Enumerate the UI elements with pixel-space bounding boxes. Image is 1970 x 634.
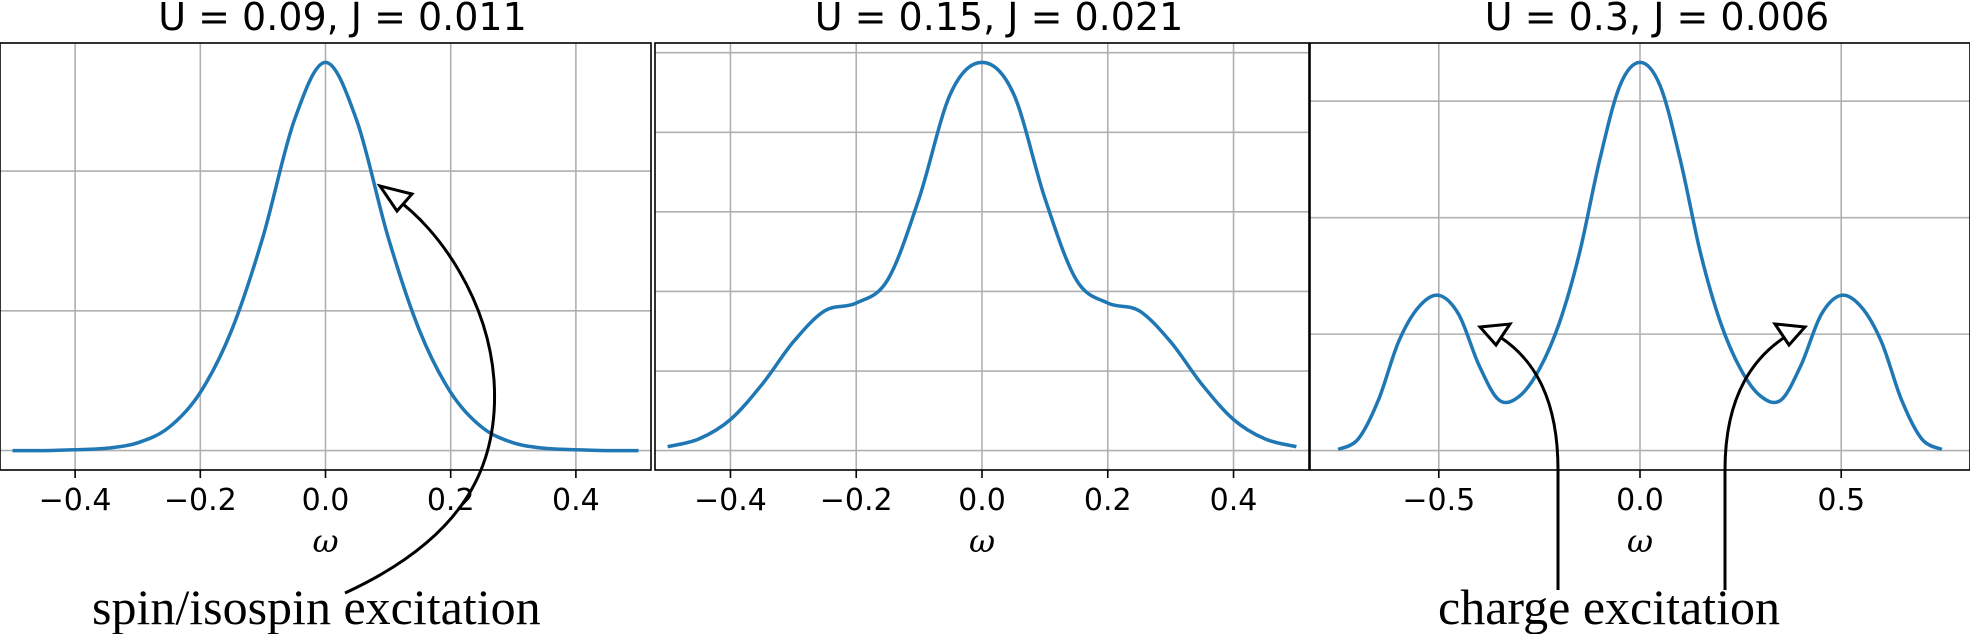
panel-2: −0.4 −0.2 0.0 0.2 0.4 U = 0.15, J = 0.021 ω bbox=[654, 0, 1310, 560]
series-line-1 bbox=[667, 60, 1297, 449]
x-tick-label: 0.0 bbox=[958, 483, 1006, 518]
series-line-1 bbox=[1337, 60, 1943, 452]
panel-title: U = 0.3, J = 0.006 bbox=[1485, 0, 1829, 39]
x-axis-label: ω bbox=[1627, 522, 1653, 560]
charge-arrow-left-line bbox=[1499, 335, 1560, 590]
panel-1: −0.4 −0.2 0.0 0.2 0.4 U = 0.09, J = 0.011 ω bbox=[0, 0, 652, 560]
x-tick-label: 0.2 bbox=[427, 483, 475, 518]
x-tick-label: −0.2 bbox=[164, 483, 237, 518]
spin-arrow-head bbox=[376, 183, 415, 214]
panel-title: U = 0.09, J = 0.011 bbox=[158, 0, 527, 39]
x-axis-label: ω bbox=[969, 522, 995, 560]
spin-isospin-annotation: spin/isospin excitation bbox=[92, 579, 541, 634]
x-tick-label: 0.4 bbox=[552, 483, 600, 518]
x-tick-label: 0.4 bbox=[1210, 483, 1258, 518]
plot-frame bbox=[1309, 42, 1970, 471]
x-tick-label: −0.5 bbox=[1402, 483, 1475, 518]
charge-excitation-annotation: charge excitation bbox=[1438, 579, 1780, 634]
panel-3: −0.5 0.0 0.5 U = 0.3, J = 0.006 ω bbox=[1309, 0, 1970, 560]
x-tick-label: 0.2 bbox=[1084, 483, 1132, 518]
x-tick-label: 0.0 bbox=[302, 483, 350, 518]
charge-arrow-right-line bbox=[1723, 335, 1786, 590]
charge-arrow-left-head bbox=[1476, 322, 1514, 348]
series-line-1 bbox=[12, 60, 639, 453]
plot-frame bbox=[654, 42, 1310, 471]
annotations: spin/isospin excitation charge excitatio… bbox=[92, 183, 1809, 634]
charge-arrow-right-head bbox=[1771, 322, 1809, 348]
x-tick-label: 0.5 bbox=[1817, 483, 1865, 518]
spin-arrow-line bbox=[344, 196, 497, 595]
x-tick-label: −0.4 bbox=[694, 483, 767, 518]
x-tick-label: −0.2 bbox=[820, 483, 893, 518]
x-axis-label: ω bbox=[312, 522, 338, 560]
plot-frame bbox=[0, 42, 652, 471]
panel-title: U = 0.15, J = 0.021 bbox=[815, 0, 1184, 39]
x-tick-label: 0.0 bbox=[1616, 483, 1664, 518]
x-tick-label: −0.4 bbox=[39, 483, 112, 518]
